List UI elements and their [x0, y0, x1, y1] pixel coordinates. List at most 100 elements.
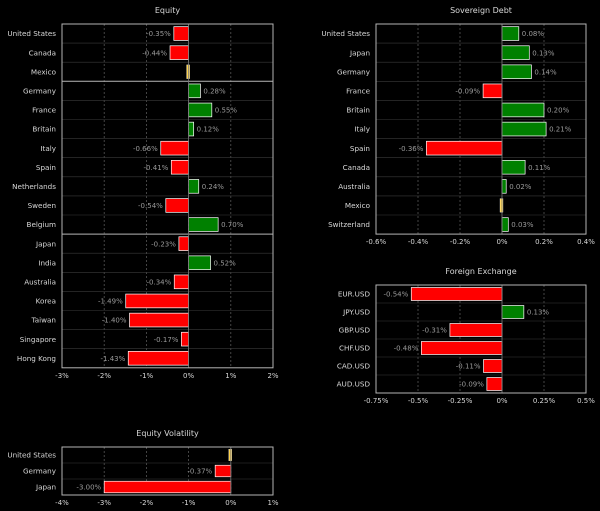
- equity-bar-france: [188, 102, 213, 118]
- equity-category-label-japan: Japan: [35, 239, 56, 248]
- equity-volatility-bar-japan: [103, 480, 232, 494]
- equity-volatility-category-label-germany: Germany: [23, 467, 57, 476]
- foreign-exchange-tick-label: -0.25%: [448, 397, 473, 405]
- sovereign-debt-bar-mexico: [499, 198, 504, 213]
- sovereign-debt-category-label-britain: Britain: [346, 106, 370, 115]
- equity-volatility-tick-label: -3%: [97, 499, 111, 507]
- sovereign-debt-category-label-united-states: United States: [321, 29, 370, 38]
- sovereign-debt-category-label-switzerland: Switzerland: [328, 220, 370, 229]
- sovereign-debt-plot-frame: [375, 23, 587, 235]
- equity-bar-korea: [125, 293, 189, 309]
- sovereign-debt-value-label-switzerland: 0.03%: [511, 221, 534, 229]
- equity-tick-label: -1%: [140, 372, 154, 380]
- sovereign-debt-bar-spain: [426, 140, 503, 156]
- equity-volatility-value-label-japan: -3.00%: [76, 484, 101, 492]
- equity-value-label-britain: 0.12%: [197, 126, 220, 134]
- equity-category-label-netherlands: Netherlands: [12, 182, 56, 191]
- equity-category-label-sweden: Sweden: [28, 201, 56, 210]
- equity-volatility-category-label-japan: Japan: [35, 483, 56, 492]
- equity-category-label-australia: Australia: [24, 277, 56, 286]
- foreign-exchange-chart: Foreign Exchange -0.75% -0.5% -0.25% 0% 0.25%…: [337, 267, 596, 405]
- sovereign-debt-category-label-australia: Australia: [338, 182, 370, 191]
- sovereign-debt-value-label-italy: 0.21%: [549, 126, 572, 134]
- equity-volatility-tick-label: 0%: [225, 499, 236, 507]
- sovereign-debt-bar-italy: [501, 121, 547, 137]
- sovereign-debt-title: Sovereign Debt: [450, 6, 512, 15]
- sovereign-debt-tick-label: -0.6%: [366, 238, 387, 246]
- equity-category-label-taiwan: Taiwan: [31, 316, 56, 325]
- foreign-exchange-category-label-gbp-usd: GBP.USD: [339, 326, 371, 335]
- equity-category-label-hong-kong: Hong Kong: [17, 354, 56, 363]
- sovereign-debt-value-label-united-states: 0.08%: [522, 30, 545, 38]
- equity-bar-india: [188, 255, 211, 270]
- sovereign-debt-value-label-france: -0.09%: [455, 87, 480, 95]
- equity-volatility-tick-label: 1%: [267, 499, 278, 507]
- sovereign-debt-bar-germany: [501, 64, 532, 79]
- sovereign-debt-tick-label: 0%: [496, 238, 507, 246]
- equity-bar-netherlands: [188, 179, 200, 194]
- equity-category-label-singapore: Singapore: [20, 335, 57, 344]
- equity-bar-hong-kong: [127, 351, 189, 366]
- equity-volatility-tick-label: -1%: [182, 499, 196, 507]
- equity-title: Equity: [155, 6, 181, 15]
- equity-category-label-belgium: Belgium: [27, 220, 56, 229]
- equity-value-label-taiwan: -1.40%: [102, 317, 127, 325]
- sovereign-debt-category-label-japan: Japan: [349, 48, 370, 57]
- sovereign-debt-bar-canada: [501, 160, 526, 175]
- sovereign-debt-value-label-japan: 0.13%: [532, 49, 555, 57]
- equity-tick-label: 0%: [183, 372, 194, 380]
- equity-value-label-france: 0.55%: [215, 107, 238, 115]
- sovereign-debt-value-label-australia: 0.02%: [509, 183, 532, 191]
- equity-volatility-bar-united-states: [228, 449, 232, 461]
- sovereign-debt-category-label-italy: Italy: [354, 125, 370, 134]
- equity-tick-label: -3%: [55, 372, 69, 380]
- equity-value-label-italy: -0.66%: [133, 145, 158, 153]
- equity-category-label-germany: Germany: [23, 86, 57, 95]
- equity-value-label-sweden: -0.54%: [138, 202, 163, 210]
- sovereign-debt-chart: Sovereign Debt -0.6% -0.4% -0.2% 0% 0.2% 0.4% U…: [321, 6, 595, 246]
- foreign-exchange-bar-cad-usd: [483, 359, 503, 373]
- foreign-exchange-value-label-gbp-usd: -0.31%: [422, 327, 447, 335]
- equity-value-label-canada: -0.44%: [142, 49, 167, 57]
- sovereign-debt-value-label-britain: 0.20%: [547, 107, 570, 115]
- sovereign-debt-tick-label: 0.4%: [577, 238, 595, 246]
- equity-bar-australia: [173, 274, 189, 290]
- sovereign-debt-bar-australia: [501, 179, 507, 194]
- equity-volatility-value-label-germany: -0.37%: [187, 468, 212, 476]
- foreign-exchange-value-label-jpy-usd: 0.13%: [527, 309, 550, 317]
- foreign-exchange-tick-label: -0.75%: [364, 397, 389, 405]
- equity-bar-britain: [188, 121, 195, 137]
- foreign-exchange-bar-aud-usd: [486, 377, 503, 391]
- equity-plot-frame: [61, 23, 274, 369]
- equity-bar-taiwan: [129, 312, 189, 328]
- equity-volatility-category-label-united-states: United States: [7, 451, 56, 460]
- equity-value-label-hong-kong: -1.43%: [100, 355, 125, 363]
- equity-tick-label: -2%: [97, 372, 111, 380]
- equity-value-label-belgium: 0.70%: [221, 221, 244, 229]
- foreign-exchange-bar-gbp-usd: [449, 323, 503, 337]
- equity-bar-mexico: [186, 64, 190, 79]
- foreign-exchange-category-label-jpy-usd: JPY.USD: [342, 308, 370, 317]
- equity-category-label-united-states: United States: [7, 29, 56, 38]
- equity-volatility-tick-label: -4%: [55, 499, 69, 507]
- foreign-exchange-tick-label: 0.25%: [533, 397, 556, 405]
- sovereign-debt-category-label-spain: Spain: [350, 144, 370, 153]
- sovereign-debt-bar-japan: [501, 45, 530, 60]
- equity-bar-italy: [160, 140, 189, 156]
- equity-value-label-netherlands: 0.24%: [202, 183, 225, 191]
- equity-volatility-title: Equity Volatility: [136, 429, 199, 438]
- equity-bar-belgium: [188, 217, 219, 232]
- sovereign-debt-bar-britain: [501, 102, 545, 118]
- equity-value-label-germany: 0.28%: [203, 87, 226, 95]
- sovereign-debt-category-label-france: France: [346, 86, 370, 95]
- equity-tick-label: 2%: [267, 372, 278, 380]
- sovereign-debt-value-label-spain: -0.36%: [399, 145, 424, 153]
- equity-value-label-japan: -0.23%: [151, 240, 176, 248]
- equity-bar-singapore: [181, 331, 189, 347]
- equity-bar-spain: [170, 160, 189, 175]
- equity-bar-canada: [169, 45, 189, 60]
- foreign-exchange-value-label-aud-usd: -0.09%: [459, 381, 484, 389]
- foreign-exchange-category-label-aud-usd: AUD.USD: [337, 380, 371, 389]
- sovereign-debt-tick-label: -0.4%: [408, 238, 429, 246]
- equity-bar-japan: [178, 236, 189, 251]
